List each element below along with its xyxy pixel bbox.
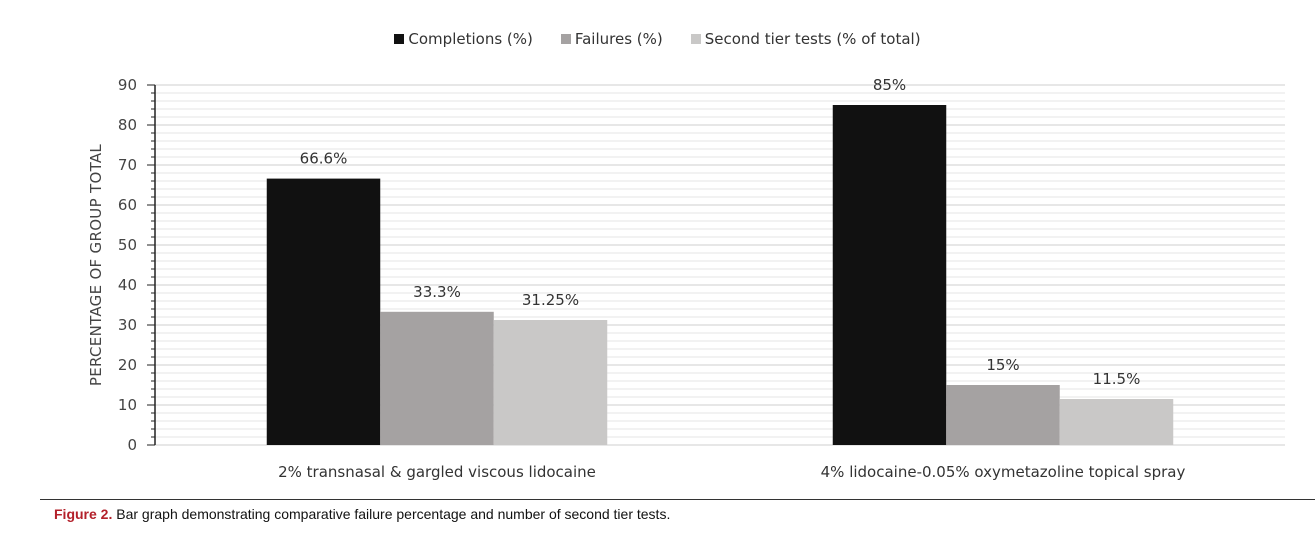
legend-label-second-tier: Second tier tests (% of total)	[704, 30, 921, 48]
x-category-label: 2% transnasal & gargled viscous lidocain…	[278, 463, 596, 481]
bar-series-1-category-1	[946, 385, 1060, 445]
data-label: 15%	[986, 356, 1019, 374]
y-tick-label: 80	[118, 116, 137, 134]
y-tick-label: 40	[118, 276, 137, 294]
caption-label: Figure 2.	[54, 506, 113, 522]
legend-label-completions: Completions (%)	[408, 30, 533, 48]
bar-series-2-category-0	[493, 320, 608, 445]
legend-swatch-failures	[560, 34, 571, 44]
legend-item-failures: Failures (%)	[560, 30, 663, 48]
x-category-label: 4% lidocaine-0.05% oxymetazoline topical…	[821, 463, 1186, 481]
y-tick-label: 50	[118, 236, 137, 254]
bar-chart: 0 10 20 30 40 50 60 70 80 90 66.6% 85% 33.3% 15% 31.25…	[118, 76, 1285, 481]
y-tick-label: 60	[118, 196, 137, 214]
y-tick-label: 70	[118, 156, 137, 174]
legend-swatch-completions	[394, 34, 405, 44]
data-label: 66.6%	[300, 150, 348, 168]
y-tick-label: 30	[118, 316, 137, 334]
chart-legend: Completions (%) Failures (%) Second tier…	[0, 30, 1315, 48]
data-label: 11.5%	[1093, 370, 1141, 388]
y-axis-label: PERCENTAGE OF GROUP TOTAL	[87, 143, 105, 387]
legend-item-completions: Completions (%)	[394, 30, 533, 48]
data-label: 85%	[873, 76, 906, 94]
y-tick-label: 90	[118, 76, 137, 94]
y-tick-label: 0	[127, 436, 137, 454]
bar-series-0-category-1	[832, 105, 947, 445]
legend-swatch-second-tier	[690, 34, 701, 44]
caption-text: Bar graph demonstrating comparative fail…	[112, 506, 671, 522]
caption-divider	[40, 499, 1315, 500]
y-tick-label: 10	[118, 396, 137, 414]
legend-label-failures: Failures (%)	[574, 30, 663, 48]
y-tick-label: 20	[118, 356, 137, 374]
bar-series-1-category-0	[380, 311, 494, 445]
bar-series-0-category-0	[266, 178, 381, 445]
figure-caption: Figure 2. Bar graph demonstrating compar…	[54, 506, 670, 522]
data-label: 33.3%	[413, 283, 461, 301]
legend-item-second-tier: Second tier tests (% of total)	[690, 30, 921, 48]
data-label: 31.25%	[522, 291, 579, 309]
bar-series-2-category-1	[1059, 399, 1174, 445]
